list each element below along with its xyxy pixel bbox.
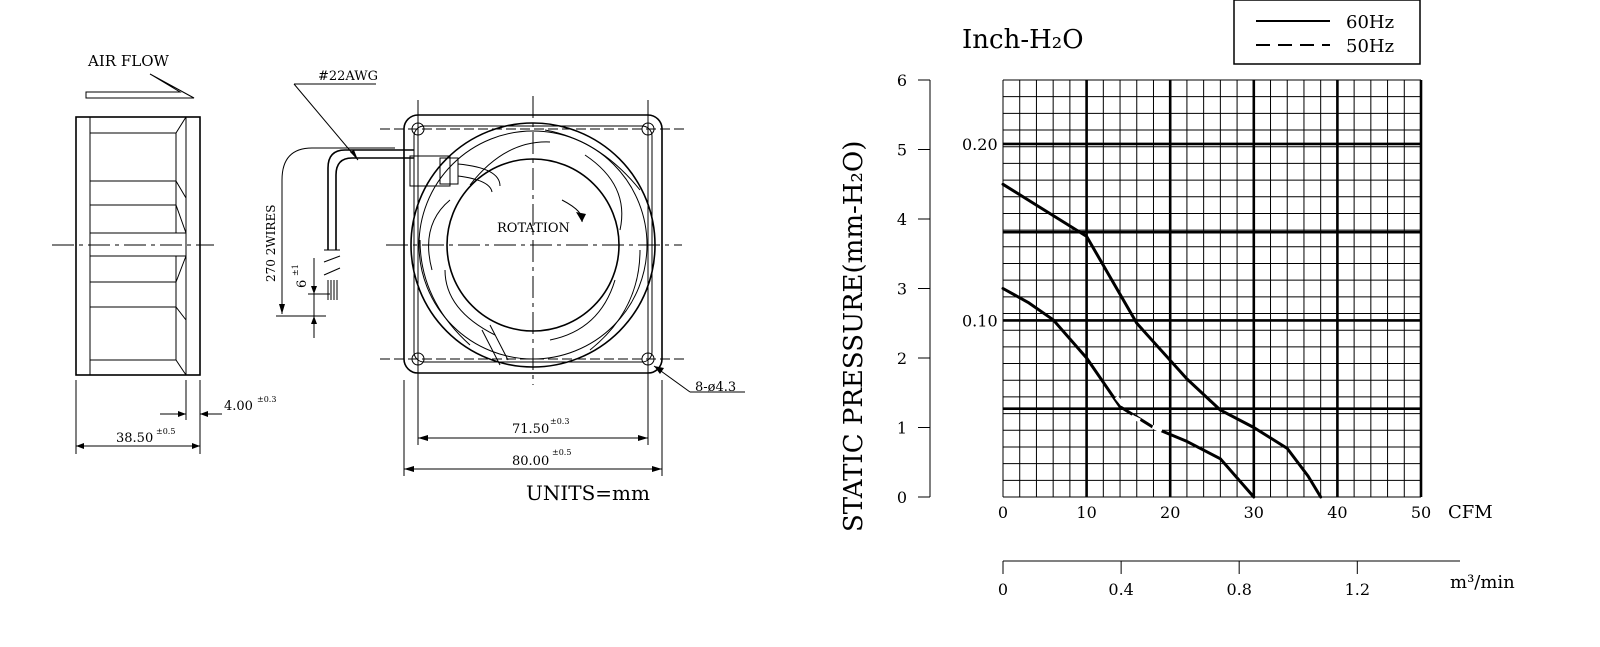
x-tick-label: 20 — [1160, 503, 1180, 522]
units-label: UNITS=mm — [526, 481, 650, 505]
legend — [1233, 0, 1421, 65]
x-tick-label: 50 — [1411, 503, 1431, 522]
y-tick-label: 1 — [897, 419, 907, 438]
airflow-arrow-icon — [85, 73, 195, 99]
front-view: ROTATION 8-ø4.3 71.50 ±0.3 80.00 ±0.5 UN… — [380, 96, 745, 505]
fan-side-outline — [75, 116, 201, 376]
x2-tick-label: 1.2 — [1345, 580, 1370, 599]
series-line-50hz — [1001, 287, 1256, 499]
x-tick-label: 40 — [1327, 503, 1347, 522]
series-dash-gaps — [1108, 388, 1163, 433]
y-tick-label: 0 — [897, 488, 907, 507]
dim-hole-pitch: 71.50 — [512, 422, 549, 437]
y-tick-label: 4 — [897, 210, 907, 229]
dim-hole-pitch-tol: ±0.3 — [550, 417, 569, 426]
pq-curve-chart: Inch-H₂O 60Hz 50Hz STATIC PRESSURE(mm-H₂… — [839, 0, 1515, 599]
chart-unit-title: Inch-H₂O — [962, 25, 1084, 55]
y-tick-label: 3 — [897, 280, 907, 299]
series-line-60hz — [1001, 182, 1323, 499]
wire-grommet — [409, 155, 451, 187]
wire-length-label: 270 2WIRES — [264, 205, 278, 282]
y2-tick-label: 0.20 — [962, 135, 998, 154]
strip-length-tol: ±1 — [291, 264, 300, 276]
x2-axis-label: m³/min — [1450, 572, 1515, 593]
legend-label-60hz: 60Hz — [1346, 12, 1394, 33]
x2-tick-label: 0 — [998, 580, 1008, 599]
dim-frame-size: 80.00 — [512, 454, 549, 469]
hole-spec-label: 8-ø4.3 — [695, 380, 736, 395]
wire-detail: #22AWG 270 2WIRES 6 ±1 — [264, 69, 414, 338]
airflow-label: AIR FLOW — [87, 52, 169, 70]
y-tick-label: 6 — [897, 71, 907, 90]
dim-depth-flange-tol: ±0.3 — [257, 395, 276, 404]
x-tick-label: 0 — [998, 503, 1008, 522]
strip-length: 6 — [295, 280, 310, 288]
x-axis-label: CFM — [1448, 502, 1493, 523]
x-tick-label: 10 — [1076, 503, 1096, 522]
x2-tick-label: 0.4 — [1108, 580, 1133, 599]
y-tick-label: 5 — [897, 141, 907, 160]
x2-tick-label: 0.8 — [1226, 580, 1251, 599]
rotation-arrow-icon — [576, 212, 586, 222]
rotation-label: ROTATION — [497, 221, 570, 236]
y-axis-label: STATIC PRESSURE(mm-H₂O) — [839, 141, 869, 532]
y2-tick-label: 0.10 — [962, 311, 998, 330]
wire-awg-label: #22AWG — [318, 69, 378, 84]
legend-label-50hz: 50Hz — [1346, 36, 1394, 57]
dim-depth: 38.50 — [116, 431, 153, 446]
dim-depth-flange: 4.00 — [224, 399, 253, 414]
dim-depth-tol: ±0.5 — [156, 427, 175, 436]
wire-lead — [327, 149, 414, 250]
x-tick-label: 30 — [1244, 503, 1264, 522]
side-view: AIR FLOW 4.00 ±0.3 38.50 ±0.5 — [52, 52, 276, 454]
y-tick-label: 2 — [897, 349, 907, 368]
dim-frame-size-tol: ±0.5 — [552, 448, 571, 457]
